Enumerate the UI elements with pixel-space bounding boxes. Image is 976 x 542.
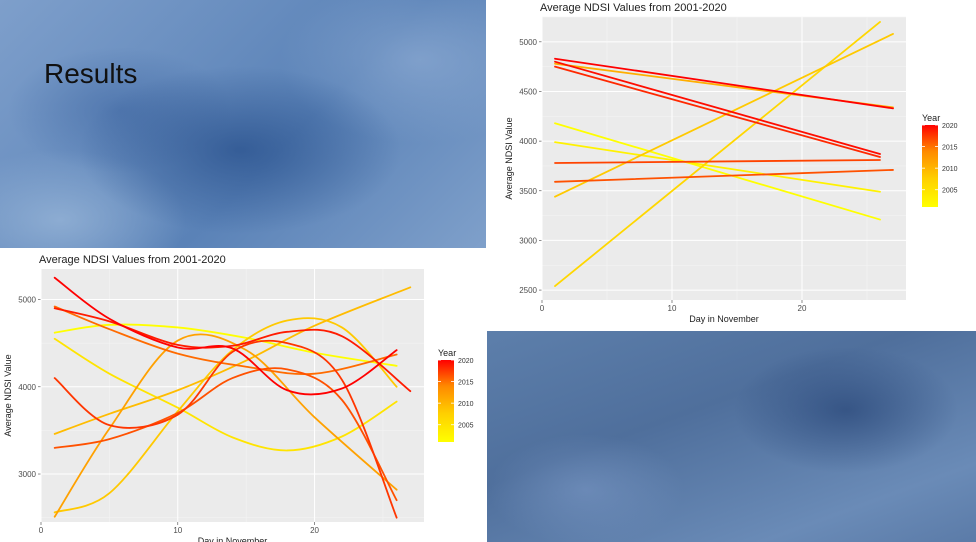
x-tick-label: 0	[540, 304, 545, 313]
series-line-2002	[554, 141, 881, 193]
x-axis-label: Day in November	[689, 314, 759, 324]
y-tick-label: 3500	[519, 187, 537, 196]
smoothed-ndsi-chart: Average NDSI Values from 2001-2020 3000 40…	[3, 254, 474, 542]
chart-title: Average NDSI Values from 2001-2020	[39, 254, 226, 266]
plot-panel	[542, 17, 906, 300]
x-tick-label: 20	[310, 526, 319, 535]
series-line-2008	[53, 333, 398, 518]
series-line-2017	[554, 65, 881, 158]
plot-panel	[41, 269, 424, 522]
chart-panel-smoothed: Average NDSI Values from 2001-2020 3000 40…	[0, 248, 487, 542]
legend-title: Year	[922, 113, 940, 123]
legend-tick-label: 2020	[458, 358, 474, 365]
series-line-2001	[554, 122, 881, 221]
legend-tick-label: 2010	[942, 166, 958, 173]
series-line-2018	[53, 307, 412, 393]
slide-heading: Results	[44, 58, 138, 89]
series-line-2005	[53, 317, 398, 514]
watercolor-background-bottom	[486, 330, 976, 542]
chart-title: Average NDSI Values from 2001-2020	[540, 2, 727, 14]
linear-ndsi-chart: Average NDSI Values from 2001-2020 2500 30…	[504, 2, 958, 324]
y-tick-label: 2500	[519, 286, 537, 295]
series-line-2020	[53, 276, 398, 396]
legend-tick-label: 2010	[458, 401, 474, 408]
x-tick-label: 0	[39, 526, 44, 535]
legend-colorbar	[438, 360, 454, 442]
series-line-2005	[554, 32, 894, 198]
y-tick-label: 5000	[18, 296, 36, 305]
legend-tick-label: 2020	[942, 123, 958, 130]
legend-colorbar	[922, 125, 938, 207]
series-line-2016	[53, 339, 398, 519]
x-tick-label: 10	[668, 304, 677, 313]
series-line-2006	[53, 286, 412, 435]
series-line-2020	[554, 57, 894, 110]
series-line-2014	[554, 169, 894, 183]
series-line-2014	[53, 367, 398, 502]
series-line-2015	[554, 159, 881, 164]
y-tick-label: 4000	[519, 137, 537, 146]
y-tick-label: 4500	[519, 87, 537, 96]
legend-tick-label: 2005	[458, 423, 474, 430]
series-line-2019	[554, 60, 881, 155]
y-tick-label: 4000	[18, 383, 36, 392]
legend-tick-label: 2015	[458, 380, 474, 387]
series-line-2012	[53, 305, 398, 375]
legend-title: Year	[438, 348, 456, 358]
y-axis-label: Average NDSI Value	[3, 354, 13, 436]
series-line-2001	[53, 323, 398, 367]
series-line-2003	[53, 337, 398, 452]
legend-tick-label: 2015	[942, 145, 958, 152]
x-tick-label: 10	[173, 526, 182, 535]
chart-panel-linear: Average NDSI Values from 2001-2020 2500 30…	[486, 0, 976, 331]
y-axis-label: Average NDSI Value	[504, 117, 514, 199]
legend-tick-label: 2005	[942, 188, 958, 195]
y-tick-label: 3000	[519, 236, 537, 245]
x-tick-label: 20	[798, 304, 807, 313]
x-axis-label: Day in November	[198, 536, 268, 542]
y-tick-label: 5000	[519, 38, 537, 47]
y-tick-label: 3000	[18, 470, 36, 479]
